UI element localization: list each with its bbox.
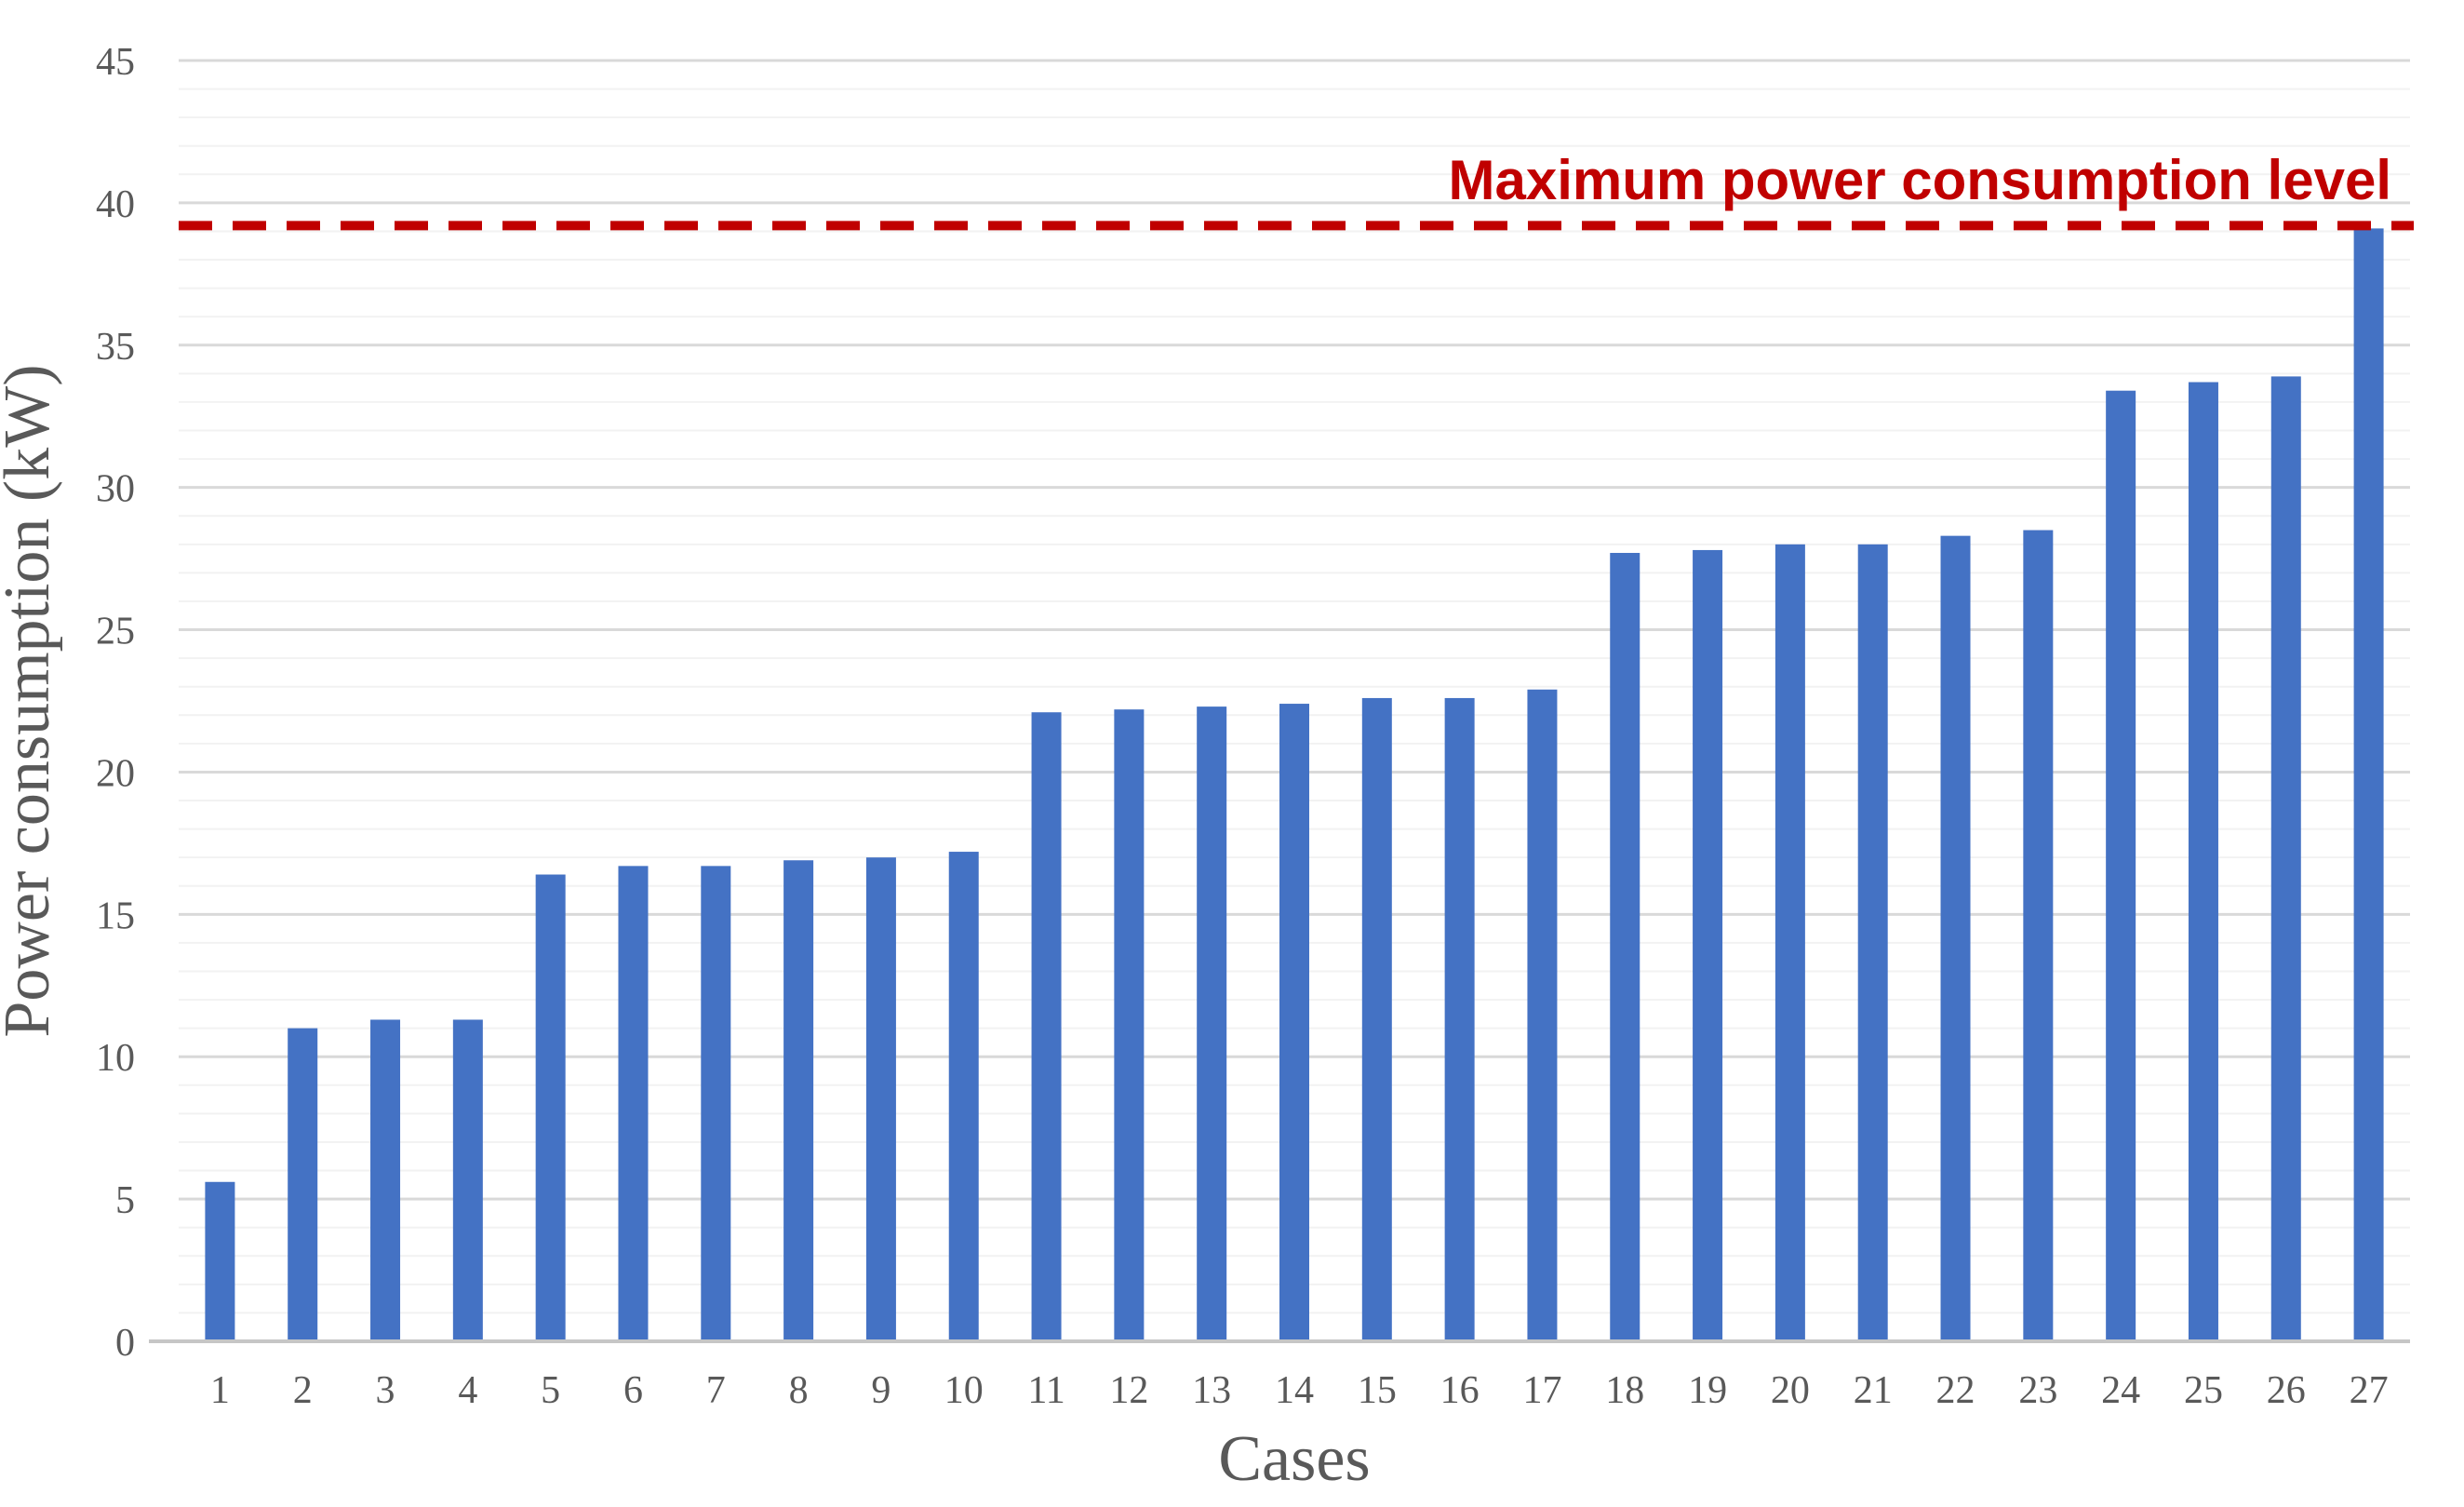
- x-tick-label: 26: [2267, 1369, 2306, 1412]
- x-tick-label: 9: [871, 1369, 891, 1412]
- x-tick-label: 13: [1192, 1369, 1231, 1412]
- x-tick-label: 11: [1027, 1369, 1065, 1412]
- bar-case-25: [2188, 382, 2218, 1341]
- x-tick-label: 17: [1522, 1369, 1561, 1412]
- bar-case-4: [452, 1019, 483, 1341]
- x-tick-label: 10: [944, 1369, 984, 1412]
- bar-case-7: [701, 866, 731, 1341]
- y-tick-label: 0: [115, 1322, 135, 1365]
- bar-case-5: [535, 874, 566, 1341]
- x-tick-label: 25: [2184, 1369, 2223, 1412]
- bar-case-10: [948, 852, 979, 1341]
- x-tick-label: 16: [1440, 1369, 1480, 1412]
- bar-case-11: [1031, 712, 1062, 1341]
- bars: [205, 228, 2384, 1341]
- x-tick-label: 22: [1936, 1369, 1975, 1412]
- bar-case-16: [1444, 697, 1475, 1341]
- bar-case-12: [1114, 709, 1145, 1341]
- x-tick-label: 24: [2101, 1369, 2140, 1412]
- y-tick-label: 20: [96, 752, 135, 795]
- bar-case-3: [370, 1019, 401, 1341]
- bar-case-14: [1279, 704, 1309, 1341]
- bar-case-19: [1693, 549, 1723, 1341]
- bar-case-24: [2106, 390, 2136, 1341]
- max-power-label: Maximum power consumption level: [1448, 149, 2391, 211]
- x-tick-label: 5: [541, 1369, 560, 1412]
- x-tick-label: 2: [293, 1369, 313, 1412]
- bar-case-26: [2270, 376, 2301, 1341]
- y-tick-label: 45: [96, 41, 135, 84]
- bar-case-27: [2353, 228, 2384, 1341]
- bar-case-17: [1527, 689, 1558, 1341]
- y-tick-label: 35: [96, 326, 135, 369]
- bar-case-8: [783, 860, 814, 1341]
- bar-case-21: [1857, 544, 1888, 1341]
- y-tick-label: 10: [96, 1037, 135, 1080]
- y-tick-label: 25: [96, 611, 135, 653]
- x-tick-label: 12: [1109, 1369, 1148, 1412]
- bar-case-1: [205, 1181, 235, 1341]
- x-tick-label: 15: [1358, 1369, 1397, 1412]
- bar-case-18: [1610, 552, 1640, 1341]
- x-tick-label: 27: [2350, 1369, 2389, 1412]
- x-tick-label: 14: [1275, 1369, 1314, 1412]
- bar-case-9: [865, 857, 896, 1341]
- bar-case-22: [1940, 535, 1971, 1341]
- x-tick-label: 1: [210, 1369, 230, 1412]
- x-tick-label: 23: [2018, 1369, 2057, 1412]
- x-tick-label: 3: [376, 1369, 395, 1412]
- y-axis-title: Power consumption (kW): [0, 364, 63, 1037]
- x-axis-title: Cases: [1218, 1423, 1370, 1495]
- y-tick-label: 5: [115, 1179, 135, 1222]
- bar-case-2: [288, 1028, 318, 1341]
- x-tick-labels: 1 2 3 4 5 6 7 8 9 10 11 12 13 14 15 16 17 18 19 20 21 22 23 24 2…: [210, 1369, 2389, 1412]
- x-tick-label: 7: [706, 1369, 726, 1412]
- x-tick-label: 18: [1605, 1369, 1644, 1412]
- bar-case-6: [618, 866, 649, 1341]
- bar-case-20: [1774, 544, 1805, 1341]
- x-tick-label: 21: [1854, 1369, 1893, 1412]
- x-tick-label: 4: [458, 1369, 477, 1412]
- bar-case-13: [1197, 706, 1227, 1341]
- y-tick-labels: 0 5 10 15 20 25 30 35 40 45: [96, 41, 135, 1365]
- y-tick-label: 40: [96, 183, 135, 226]
- x-tick-label: 8: [789, 1369, 809, 1412]
- y-tick-label: 30: [96, 468, 135, 511]
- bar-case-15: [1361, 697, 1392, 1341]
- x-tick-label: 20: [1771, 1369, 1810, 1412]
- y-tick-label: 15: [96, 895, 135, 937]
- bar-case-23: [2023, 530, 2054, 1341]
- x-tick-label: 19: [1688, 1369, 1727, 1412]
- x-tick-label: 6: [623, 1369, 643, 1412]
